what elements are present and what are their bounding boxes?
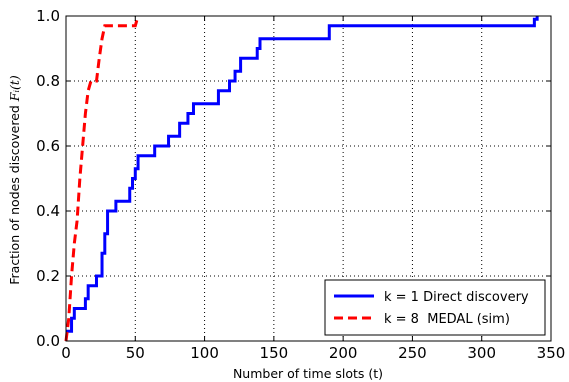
y-tick-label: 0.8 [36, 72, 60, 90]
x-tick-label: 150 [260, 344, 289, 362]
y-axis-label-symbol: Fᵢ(t) [7, 75, 22, 102]
series-line-medal-sim [64, 15, 140, 342]
y-tick-label: 0.0 [36, 332, 60, 350]
y-axis-label-prefix: Fraction of nodes discovered [7, 101, 22, 285]
x-tick-label: 250 [398, 344, 427, 362]
x-tick-label: 100 [190, 344, 219, 362]
x-tick-label: 300 [467, 344, 496, 362]
x-tick-label: 200 [329, 344, 358, 362]
y-tick-label: 1.0 [36, 7, 60, 25]
legend-box [324, 279, 546, 336]
x-axis-label: Number of time slots (t) [233, 366, 383, 381]
legend: k = 1 Direct discovery k = 8 MEDAL (sim) [324, 279, 546, 336]
series-line-direct-discovery [66, 16, 539, 333]
x-tick-label: 50 [126, 344, 145, 362]
axis-ticks: 0 50 100 150 200 250 300 350 0.0 0.2 0.4 0.6 0.8 1.0 [36, 7, 565, 362]
plot-frame [65, 15, 552, 342]
y-tick-label: 0.2 [36, 267, 60, 285]
x-tick-label: 0 [61, 344, 71, 362]
legend-label-direct: k = 1 Direct discovery [384, 290, 529, 305]
grid [66, 16, 551, 341]
plot-series [64, 15, 539, 342]
y-axis-label: Fraction of nodes discovered Fᵢ(t) [7, 75, 22, 285]
y-tick-label: 0.4 [36, 202, 60, 220]
y-tick-label: 0.6 [36, 137, 60, 155]
legend-label-medal: k = 8 MEDAL (sim) [384, 312, 510, 327]
x-tick-label: 350 [537, 344, 566, 362]
